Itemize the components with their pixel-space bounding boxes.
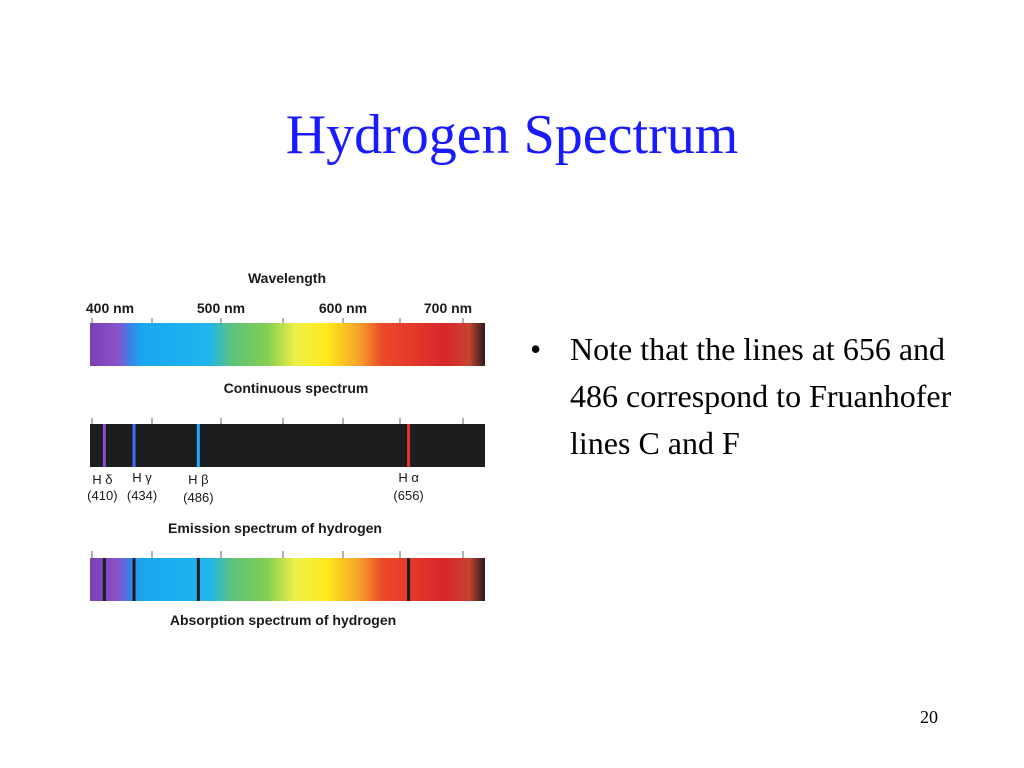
page-number: 20	[920, 707, 938, 727]
absorption-spectrum-band	[90, 558, 485, 601]
label-h-gamma-name: H γ	[132, 470, 152, 485]
label-h-alpha-wavelength: (656)	[393, 488, 423, 503]
label-h-delta-name: H δ	[92, 472, 112, 487]
continuous-caption: Continuous spectrum	[224, 380, 369, 396]
absorption-line-h-delta	[102, 558, 106, 601]
tick-label-700: 700 nm	[424, 300, 472, 316]
absorption-line-h-gamma	[132, 558, 136, 601]
absorption-ticks	[91, 551, 464, 559]
absorption-line-h-alpha	[407, 558, 411, 601]
tick-label-600: 600 nm	[319, 300, 367, 316]
label-h-alpha-name: H α	[398, 470, 419, 485]
label-h-delta-wavelength: (410)	[87, 488, 117, 503]
slide-title: Hydrogen Spectrum	[285, 104, 739, 166]
emission-line-h-beta	[196, 424, 200, 467]
tick-label-500: 500 nm	[197, 300, 245, 316]
absorption-line-h-beta	[196, 558, 200, 601]
emission-line-h-delta	[102, 424, 106, 467]
emission-caption: Emission spectrum of hydrogen	[168, 520, 382, 536]
label-h-beta-wavelength: (486)	[183, 490, 213, 505]
emission-ticks	[91, 418, 464, 425]
bullet-marker: •	[530, 331, 542, 367]
wavelength-heading: Wavelength	[248, 270, 326, 286]
absorption-caption: Absorption spectrum of hydrogen	[170, 612, 396, 628]
emission-spectrum-band	[90, 424, 485, 467]
continuous-ticks	[91, 318, 464, 324]
bullet-text: Note that the lines at 656 and 486 corre…	[570, 331, 952, 461]
label-h-beta-name: H β	[188, 472, 208, 487]
emission-line-h-gamma	[132, 424, 136, 467]
emission-line-h-alpha	[407, 424, 411, 467]
label-h-gamma-wavelength: (434)	[127, 488, 157, 503]
tick-label-400: 400 nm	[86, 300, 134, 316]
spectrum-figure: Wavelength 400 nm 500 nm 600 nm 700 nm C…	[70, 262, 500, 642]
continuous-spectrum-band	[90, 323, 485, 366]
spectrum-diagram: Wavelength 400 nm 500 nm 600 nm 700 nm C…	[86, 270, 485, 628]
